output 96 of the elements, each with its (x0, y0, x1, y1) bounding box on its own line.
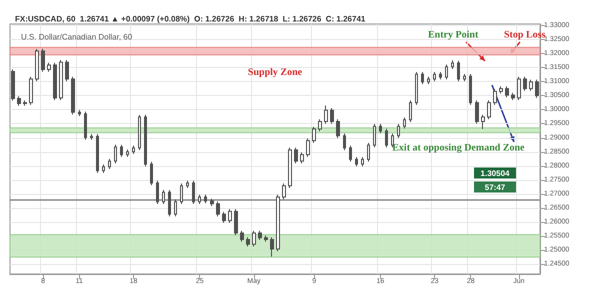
candlestick (481, 114, 485, 130)
candlestick (11, 68, 15, 102)
candlestick (246, 236, 250, 247)
candlestick (505, 86, 509, 98)
band-label: Exit at opposing Demand Zone (392, 142, 526, 154)
candlestick (23, 100, 27, 106)
text: U.S. Dollar/Canadian Dollar, 60 (21, 32, 133, 42)
candlestick (71, 76, 75, 115)
candlestick (397, 124, 400, 139)
candlestick (108, 158, 111, 170)
candlestick (306, 138, 310, 158)
candlestick (499, 86, 503, 94)
candlestick (391, 133, 394, 148)
candlestick (361, 156, 364, 167)
candlestick (475, 100, 479, 124)
candlestick (138, 114, 141, 151)
candlestick (102, 164, 105, 174)
candlestick (228, 208, 232, 224)
candlestick (282, 183, 286, 200)
candlestick (487, 100, 491, 120)
candlestick (415, 72, 418, 106)
candlestick (252, 230, 256, 247)
candlestick (132, 145, 135, 155)
candlestick (144, 114, 147, 167)
candlestick (421, 72, 424, 85)
candlestick (35, 48, 39, 82)
candlestick (90, 134, 93, 140)
candlestick (59, 59, 63, 101)
candlestick (324, 104, 328, 124)
candlestick (330, 107, 334, 124)
candlestick (156, 180, 159, 205)
candlestick (47, 62, 51, 72)
candlestick (222, 211, 226, 224)
candlestick (469, 74, 472, 106)
candlestick (204, 194, 207, 204)
candlestick (379, 124, 382, 134)
candlestick (192, 180, 195, 205)
candlestick (258, 230, 262, 241)
chart-title: FX:USDCAD, 60 1.26741 ▲ +0.00097 (+0.08%) O: 1.26726 H: 1.26718 L: 1.26726 C: 1.26741 (15, 14, 366, 24)
candlestick (457, 60, 460, 82)
candlestick (29, 76, 33, 106)
candlestick (523, 76, 527, 92)
candlestick (433, 72, 436, 82)
candlestick (385, 128, 388, 148)
candlestick (493, 88, 497, 106)
candlestick (367, 142, 370, 162)
candlestick (517, 76, 521, 101)
candlestick (120, 144, 123, 158)
annotation: 1.30504 (480, 169, 510, 178)
candlestick (78, 109, 81, 117)
candlestick (535, 79, 539, 98)
candlestick (180, 183, 183, 205)
candlestick (336, 118, 340, 139)
candlestick (174, 199, 177, 217)
candlestick (168, 190, 171, 217)
candlestick (65, 59, 69, 82)
candlestick (439, 72, 442, 80)
candlestick (427, 76, 430, 85)
candlestick (349, 145, 352, 162)
candlestick (463, 74, 466, 82)
candlestick (17, 96, 21, 106)
candlestick (41, 48, 45, 72)
candlestick (409, 100, 412, 123)
candlestick (114, 144, 117, 164)
candlestick (511, 92, 515, 101)
candlestick (451, 60, 454, 70)
candlestick (288, 147, 292, 189)
candlestick (210, 198, 214, 207)
candlestick (53, 62, 57, 101)
candlestick (162, 190, 165, 205)
candlestick (270, 236, 274, 258)
candlestick (264, 235, 268, 242)
candlestick (96, 134, 99, 174)
candlestick (276, 194, 280, 252)
band-label: Supply Zone (248, 66, 303, 78)
annotation: Stop Loss (504, 30, 546, 40)
candlestick (403, 117, 406, 129)
candlestick (318, 118, 322, 132)
candlestick (198, 194, 201, 205)
candlestick (373, 124, 376, 148)
candlestick (84, 111, 87, 140)
candlestick (126, 149, 129, 158)
candlestick (343, 133, 346, 151)
candlestick (240, 230, 244, 242)
candlestick (300, 152, 304, 164)
candlestick (150, 161, 153, 186)
candlestick (186, 180, 189, 189)
candlestick (529, 79, 533, 92)
candlestick (312, 126, 316, 144)
candlestick (445, 64, 448, 80)
candlestick (234, 208, 238, 236)
annotation: 57:47 (484, 183, 506, 192)
candlestick (294, 147, 298, 164)
annotation: Entry Point (428, 30, 479, 40)
candlestick (216, 201, 220, 217)
candlestick (355, 156, 358, 167)
